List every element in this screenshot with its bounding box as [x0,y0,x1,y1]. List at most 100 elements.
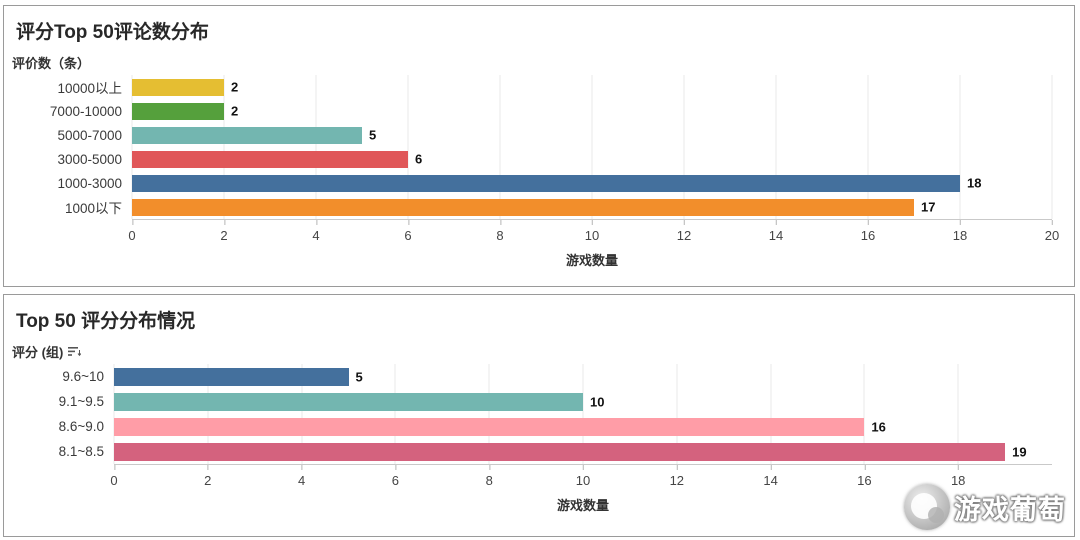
category-label: 5000-7000 [57,127,122,143]
category-label: 9.1~9.5 [58,394,104,409]
x-tick-label: 16 [861,220,875,243]
tick-mark [684,220,685,225]
gridline [863,364,865,464]
x-tick-label: 0 [110,465,118,488]
tick-mark [868,220,869,225]
gridline [131,75,133,219]
tick-mark [315,220,317,225]
bar[interactable] [132,150,408,168]
gridline [770,364,772,464]
tick-mark [223,220,225,225]
panel-score-distribution: Top 50 评分分布情况 评分 (组) 9.6~10 5 9.1~9.5 10 8.6… [3,294,1075,537]
bar-value-label: 5 [369,127,377,143]
tick-mark [676,465,678,470]
chart1: 10000以上 2 7000-10000 2 5000-7000 5 3000-5000 6 1… [4,75,1074,275]
bar-track: 17 [132,195,1052,219]
bar[interactable] [132,102,224,120]
gridline [582,364,584,464]
gridline [775,75,777,219]
x-axis-title: 游戏数量 [565,253,618,268]
gridline [676,364,678,464]
chart2-plot-area: 9.6~10 5 9.1~9.5 10 8.6~9.0 16 8.1~8.5 19 [4,364,1052,464]
bar-row: 3000-5000 6 [4,147,1052,171]
bar-track: 16 [114,414,1052,439]
bar-row: 10000以上 2 [4,75,1052,99]
category-label: 8.6~9.0 [58,419,104,434]
gridline [957,364,959,464]
bar-track: 10 [114,389,1052,414]
bar-row: 8.6~9.0 16 [4,414,1052,439]
bar[interactable] [132,126,362,144]
bar-track: 2 [132,75,1052,99]
x-tick-label: 2 [220,220,228,243]
bar-row: 9.6~10 5 [4,364,1052,389]
bar[interactable] [132,174,960,192]
x-tick-label: 8 [496,220,504,243]
gridline [394,364,396,464]
watermark-logo-icon [904,484,950,530]
bar[interactable] [114,367,349,386]
watermark: 游戏葡萄 [904,484,1066,530]
rows: 10000以上 2 7000-10000 2 5000-7000 5 3000-5000 6 1… [4,75,1052,219]
tick-mark [131,220,133,225]
x-tick-label: 2 [204,465,211,488]
x-axis: 0 2 4 6 8 10 12 14 16 18 20 [128,219,1059,247]
sort-icon[interactable] [68,346,82,357]
bar-track: 18 [132,171,1052,195]
tick-mark [207,465,209,470]
tick-mark [864,465,866,470]
chart1-plot-area: 10000以上 2 7000-10000 2 5000-7000 5 3000-5000 6 1… [4,75,1053,219]
category-label: 9.6~10 [62,369,104,384]
bar[interactable] [132,198,914,216]
gridline [315,75,317,219]
category-label: 7000-10000 [49,103,122,119]
gridline [591,75,593,219]
x-tick-label: 4 [298,465,305,488]
bar[interactable] [114,417,865,436]
category-label: 1000-3000 [57,175,122,191]
bar-track: 6 [132,147,1052,171]
x-axis-title: 游戏数量 [556,498,609,513]
bar-value-label: 16 [871,419,886,434]
bar[interactable] [132,78,224,96]
bar-row: 1000以下 17 [4,195,1052,219]
bar[interactable] [114,392,583,411]
tick-mark [407,220,409,225]
gridline [499,75,501,219]
tick-mark [958,465,960,470]
tick-mark [592,220,593,225]
tick-mark [395,465,397,470]
chart2-title: Top 50 评分分布情况 [16,311,196,332]
panel-review-count-distribution: 评分Top 50评论数分布 评价数（条） 10000以上 2 7000-10000 2… [3,5,1075,287]
bar-track: 5 [132,123,1052,147]
bar-value-label: 6 [415,151,423,167]
bar-value-label: 17 [921,199,936,215]
x-tick-label: 14 [763,465,778,488]
x-tick-label: 20 [1045,220,1059,243]
chart1-field-row: 评价数（条） [12,53,1074,72]
bar-value-label: 18 [967,175,982,191]
gridline [867,75,869,219]
x-tick-label: 12 [677,220,691,243]
chart2-field-row: 评分 (组) [12,342,1074,361]
gridline [488,364,490,464]
x-tick-label: 6 [392,465,399,488]
bar-value-label: 2 [231,103,239,119]
x-tick-label: 6 [404,220,412,243]
chart1-title: 评分Top 50评论数分布 [16,22,209,43]
bar-value-label: 2 [231,79,239,95]
tick-mark [113,465,115,470]
bar-row: 7000-10000 2 [4,99,1052,123]
tick-mark [776,220,777,225]
gridline [113,364,115,464]
tick-mark [583,465,584,470]
tick-mark [1052,220,1053,225]
grid-layer [113,364,1052,464]
grid-layer [131,75,1053,219]
gridline [301,364,303,464]
bar[interactable] [114,442,1006,461]
category-label: 10000以上 [57,81,122,96]
bar-value-label: 5 [355,369,363,384]
x-tick-label: 10 [576,465,590,488]
